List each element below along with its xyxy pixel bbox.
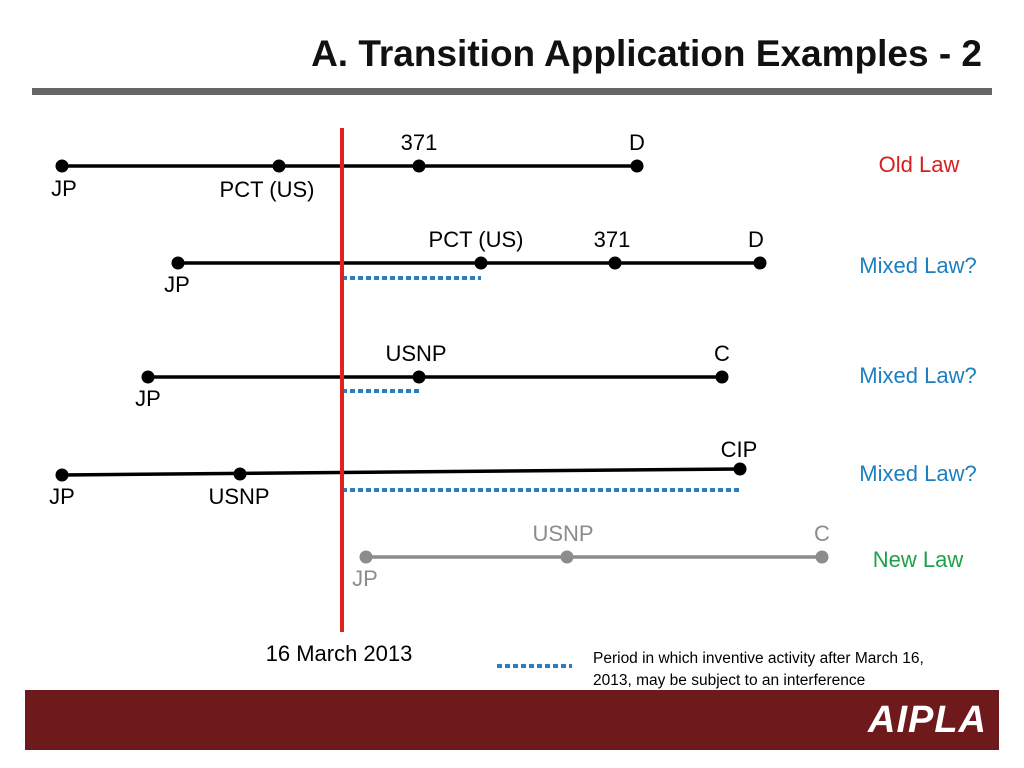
point-label-pct-us: PCT (US) xyxy=(429,227,524,252)
footer-bar: AIPLA xyxy=(25,690,999,750)
timeline-new-law: JP USNP C New Law xyxy=(352,521,963,591)
timeline-diagram: JP PCT (US) 371 D Old Law JP PCT (US) 37… xyxy=(49,128,977,689)
timeline-point-c xyxy=(715,370,729,384)
timeline-point-jp xyxy=(141,370,155,384)
timeline-point-jp xyxy=(55,159,69,173)
timeline-mixed-law-pct: JP PCT (US) 371 D Mixed Law? xyxy=(164,227,977,297)
legend: Period in which inventive activity after… xyxy=(497,650,924,689)
point-label-usnp: USNP xyxy=(208,484,269,509)
timeline-point-371 xyxy=(412,159,426,173)
timeline-point-d xyxy=(753,256,767,270)
point-label-usnp: USNP xyxy=(385,341,446,366)
law-label-mixed: Mixed Law? xyxy=(859,461,976,486)
slide-title: A. Transition Application Examples - 2 xyxy=(311,33,982,74)
timeline-point-usnp xyxy=(412,370,426,384)
cutoff-date-label: 16 March 2013 xyxy=(266,641,413,666)
timeline-mixed-law-usnp: JP USNP C Mixed Law? xyxy=(135,341,977,411)
timeline-old-law: JP PCT (US) 371 D Old Law xyxy=(51,130,959,202)
timeline-point-usnp xyxy=(560,550,574,564)
timeline-mixed-law-cip: JP USNP CIP Mixed Law? xyxy=(49,437,977,509)
point-label-c: C xyxy=(814,521,830,546)
timeline-line xyxy=(61,467,741,477)
point-label-usnp: USNP xyxy=(532,521,593,546)
point-label-371: 371 xyxy=(594,227,631,252)
point-label-cip: CIP xyxy=(721,437,758,462)
legend-text-line-1: Period in which inventive activity after… xyxy=(593,650,924,667)
timeline-point-jp xyxy=(171,256,185,270)
point-label-d: D xyxy=(748,227,764,252)
timeline-point-d xyxy=(630,159,644,173)
timeline-point-jp xyxy=(55,468,69,482)
point-label-jp: JP xyxy=(164,272,190,297)
law-label-old: Old Law xyxy=(879,152,960,177)
timeline-point-cip xyxy=(733,462,747,476)
title-rule xyxy=(32,88,992,95)
law-label-mixed: Mixed Law? xyxy=(859,253,976,278)
point-label-371: 371 xyxy=(401,130,438,155)
point-label-pct-us: PCT (US) xyxy=(220,177,315,202)
timeline-point-jp xyxy=(359,550,373,564)
point-label-c: C xyxy=(714,341,730,366)
point-label-jp: JP xyxy=(49,484,75,509)
law-label-new: New Law xyxy=(873,547,964,572)
timeline-point-usnp xyxy=(233,467,247,481)
legend-text-line-2: 2013, may be subject to an interference xyxy=(593,672,865,689)
point-label-jp: JP xyxy=(352,566,378,591)
brand-logo: AIPLA xyxy=(868,699,987,741)
timeline-point-pct-us xyxy=(272,159,286,173)
law-label-mixed: Mixed Law? xyxy=(859,363,976,388)
point-label-d: D xyxy=(629,130,645,155)
timeline-point-371 xyxy=(608,256,622,270)
timeline-point-pct-us xyxy=(474,256,488,270)
point-label-jp: JP xyxy=(51,176,77,201)
timeline-point-c xyxy=(815,550,829,564)
point-label-jp: JP xyxy=(135,386,161,411)
